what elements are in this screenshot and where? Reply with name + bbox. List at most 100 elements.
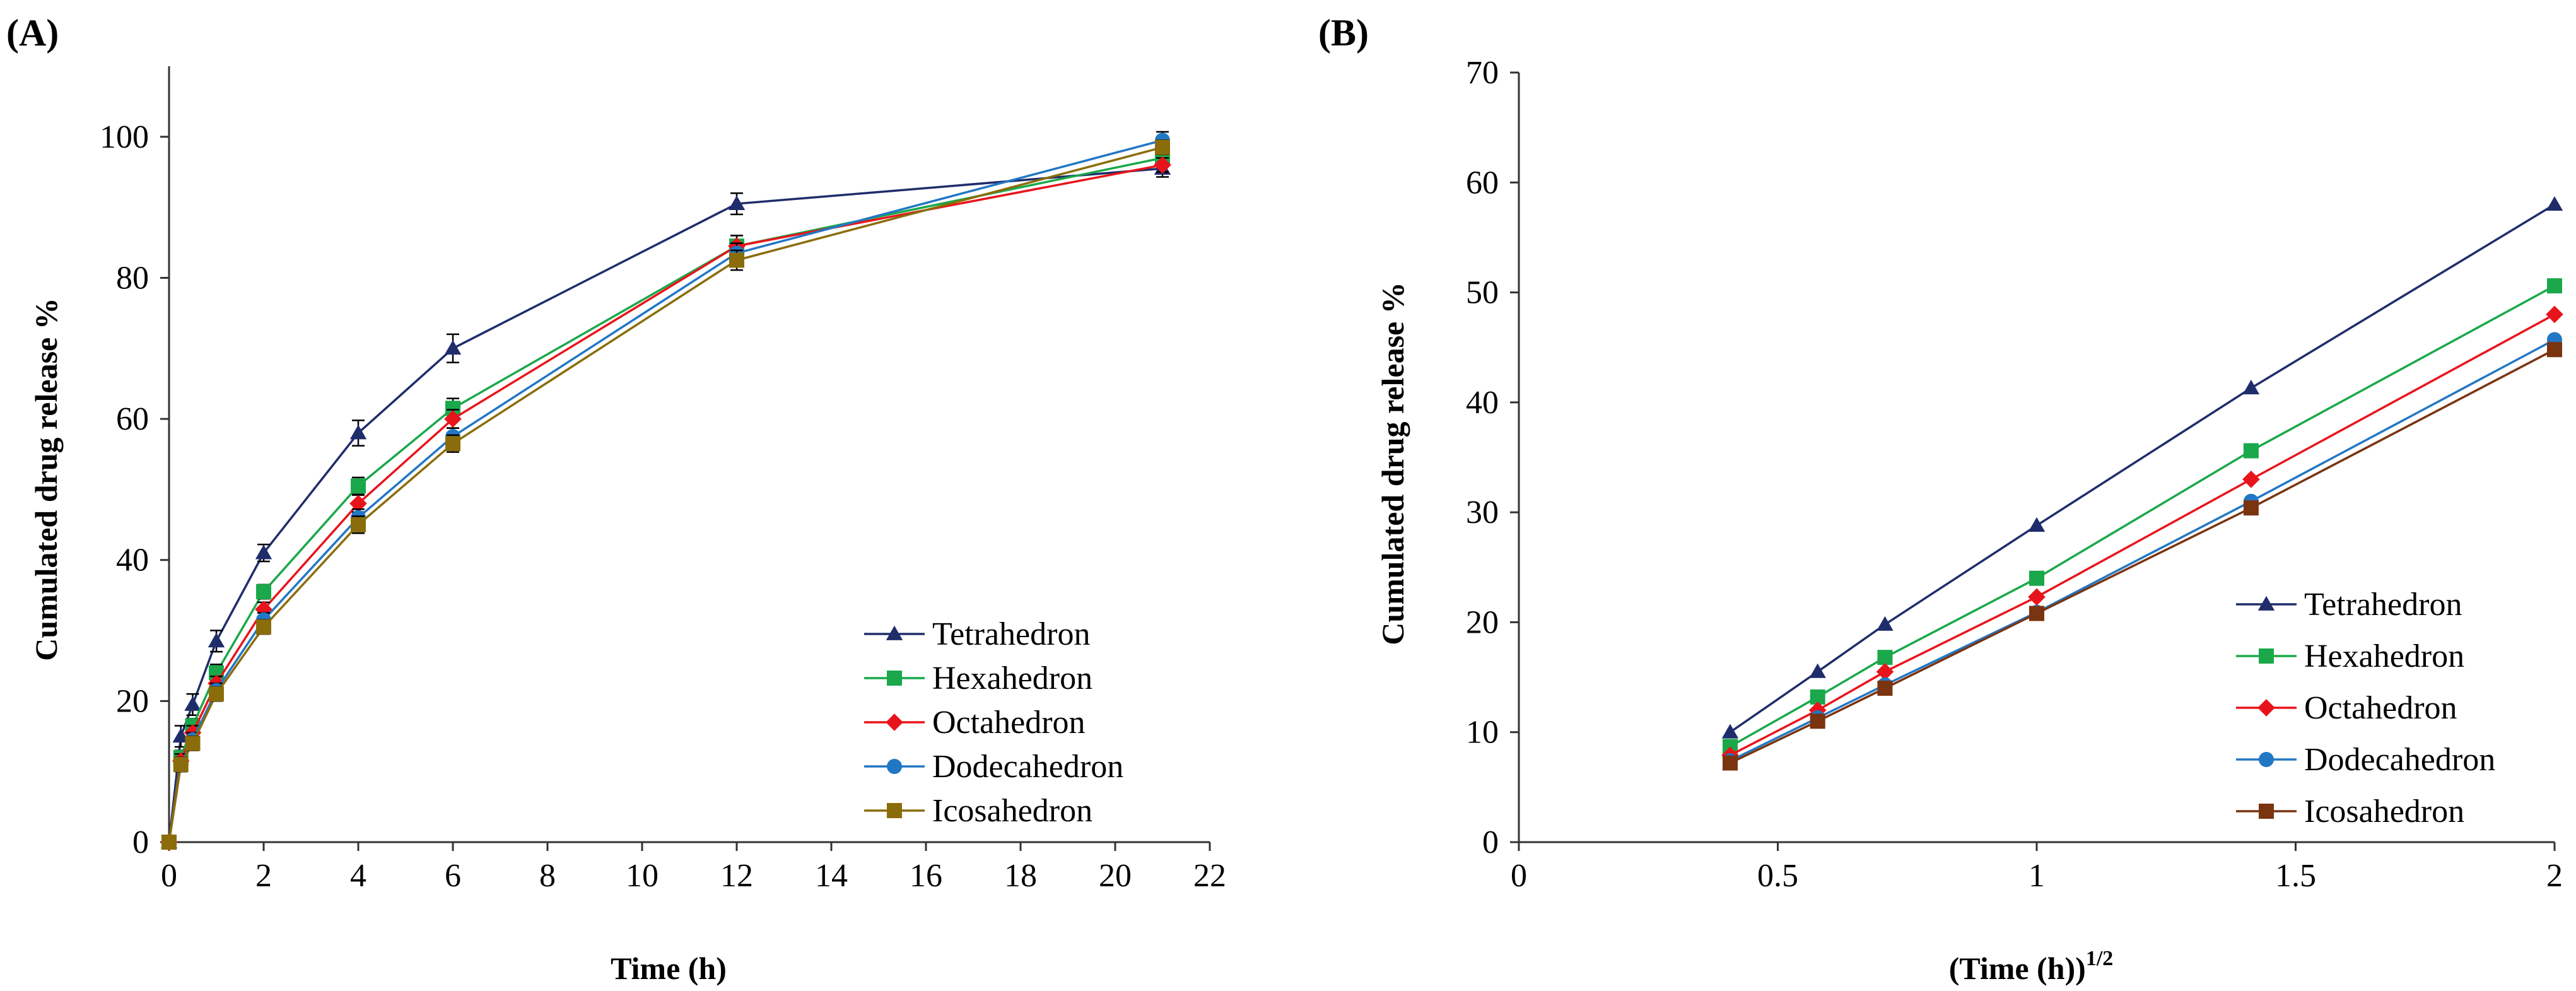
- panel-a-data-point: [444, 410, 462, 428]
- panel-b-data-point: [1876, 616, 1894, 631]
- panel-b-data-point: [2546, 196, 2563, 211]
- panel-a-data-point: [444, 340, 462, 355]
- panel-b-series-line: [1729, 203, 2555, 734]
- panel-a-data-point: [349, 425, 367, 440]
- panel-a-legend-marker: [886, 713, 903, 731]
- panel-a-legend-marker: [887, 759, 902, 774]
- panel-b-legend-label: Icosahedron: [2304, 794, 2464, 830]
- panel-a-data-point: [445, 436, 460, 452]
- panel-a-label: (A): [6, 12, 59, 54]
- panel-a-y-tick-label: 0: [132, 824, 149, 860]
- panel-b-x-axis-title-base: (Time (h)): [1949, 951, 2086, 986]
- panel-b-data-point: [1877, 681, 1893, 696]
- panel-a-legend-marker: [886, 625, 903, 640]
- panel-a-x-tick-label: 4: [350, 858, 366, 894]
- panel-a-series-icosahedron: [161, 139, 1170, 850]
- panel-a-x-tick-label: 20: [1099, 858, 1132, 894]
- panel-b-data-point: [1809, 663, 1826, 678]
- chart-panel-b: (B) (Time (h))1/2 Cumulated drug release…: [1318, 12, 2563, 986]
- panel-b-x-tick-label: 1.5: [2275, 858, 2316, 894]
- panel-a-data-point: [256, 619, 271, 635]
- panel-b-x-tick-label: 2: [2546, 858, 2563, 894]
- panel-b-data-point: [2028, 588, 2046, 606]
- panel-b-legend-marker: [2259, 648, 2274, 664]
- panel-a-x-tick-label: 22: [1193, 858, 1226, 894]
- panel-b-x-axis-title-superscript: 1/2: [2086, 947, 2113, 970]
- panel-b-series-line: [1730, 348, 2555, 765]
- panel-a-x-tick-label: 12: [720, 858, 753, 894]
- panel-b-data-point: [1877, 650, 1893, 666]
- panel-a-y-axis-title: Cumulated drug release %: [28, 298, 64, 660]
- panel-b-series-line: [1730, 284, 2555, 748]
- panel-a-data-point: [728, 195, 746, 210]
- panel-a-data-point: [349, 495, 367, 513]
- panel-b-y-tick-label: 0: [1482, 824, 1499, 860]
- panel-b-y-axis-title: Cumulated drug release %: [1375, 282, 1410, 645]
- panel-b-legend-label: Tetrahedron: [2304, 587, 2462, 623]
- panel-b-data-point: [2546, 305, 2563, 324]
- panel-b-data-point: [2243, 500, 2259, 516]
- panel-b-data-point: [2029, 606, 2044, 621]
- panel-a-series-tetrahedron: [160, 159, 1171, 848]
- panel-a-data-point: [351, 478, 366, 494]
- panel-a-x-tick-label: 0: [161, 858, 177, 894]
- panel-a-data-point: [255, 544, 272, 560]
- panel-a-data-point: [161, 835, 177, 850]
- panel-a-data-point: [729, 252, 744, 268]
- panel-b-data-point: [2547, 342, 2562, 358]
- panel-a-data-point: [1154, 156, 1171, 174]
- panel-b-legend: Tetrahedron Hexahedron Octahedron Dodecahed…: [2236, 587, 2495, 830]
- panel-a-y-tick-label: 20: [116, 683, 149, 719]
- panel-a-data-point: [184, 696, 201, 711]
- panel-b-y-tick-label: 10: [1466, 715, 1499, 751]
- panel-b-y-tick-label: 60: [1466, 165, 1499, 201]
- panel-b-data-point: [2029, 570, 2044, 586]
- panel-a-data-point: [172, 728, 189, 743]
- panel-a-legend-label: Icosahedron: [932, 793, 1092, 829]
- panel-a-y-tick-label: 40: [116, 542, 149, 578]
- panel-a-data-point: [185, 736, 201, 751]
- panel-b-y-tick-label: 20: [1466, 604, 1499, 640]
- panel-a-x-tick-label: 18: [1004, 858, 1037, 894]
- panel-b-series-icosahedron: [1722, 342, 2562, 771]
- panel-a-data-point: [1155, 139, 1170, 155]
- panel-a-data-point: [209, 686, 224, 702]
- panel-b-y-tick-label: 40: [1466, 385, 1499, 421]
- panel-b-series-line: [1730, 313, 2555, 756]
- panel-b-x-tick-label: 0.5: [1757, 858, 1798, 894]
- panel-b-data-point: [2242, 471, 2260, 488]
- panel-a-legend-label: Dodecahedron: [932, 749, 1123, 785]
- panel-a-series-octahedron: [160, 156, 1171, 851]
- panel-a-data-point: [208, 633, 225, 648]
- panel-a-series-hexahedron: [161, 150, 1170, 850]
- panel-a-y-tick-label: 60: [116, 401, 149, 437]
- panel-b-data-point: [2028, 517, 2046, 532]
- panel-a-x-tick-label: 16: [910, 858, 942, 894]
- panel-b-legend-marker: [2259, 752, 2274, 767]
- panel-b-series-tetrahedron: [1721, 196, 2563, 739]
- panel-a-data-point: [256, 584, 271, 600]
- panel-a-y-tick-label: 80: [116, 260, 149, 296]
- panel-b-x-tick-label: 0: [1511, 858, 1527, 894]
- panel-b-data-point: [2547, 278, 2562, 294]
- panel-a-x-tick-label: 10: [626, 858, 659, 894]
- panel-b-data-point: [2243, 443, 2259, 459]
- panel-a-data-point: [173, 757, 189, 772]
- panel-b-legend-marker: [2257, 595, 2275, 611]
- panel-a-y-tick-label: 100: [100, 119, 149, 155]
- panel-b-legend-marker: [2259, 804, 2274, 819]
- panel-a-data-point: [351, 517, 366, 532]
- panel-b-data-point: [2242, 380, 2260, 395]
- panel-a-x-axis-title: Time (h): [611, 951, 727, 986]
- panel-b-data-point: [1876, 663, 1894, 681]
- panel-a-legend-marker: [887, 803, 902, 818]
- panel-b-y-tick-label: 30: [1466, 495, 1499, 531]
- panel-b-data-point: [1810, 713, 1825, 729]
- panel-b-label: (B): [1318, 12, 1369, 54]
- panel-a-legend-marker: [887, 671, 902, 686]
- panel-a-legend-label: Tetrahedron: [932, 616, 1090, 652]
- panel-b-series-hexahedron: [1722, 278, 2562, 754]
- panel-a-x-tick-label: 6: [445, 858, 461, 894]
- chart-panel-a: (A) Time (h) Cumulated drug release % 0 2…: [6, 12, 1226, 986]
